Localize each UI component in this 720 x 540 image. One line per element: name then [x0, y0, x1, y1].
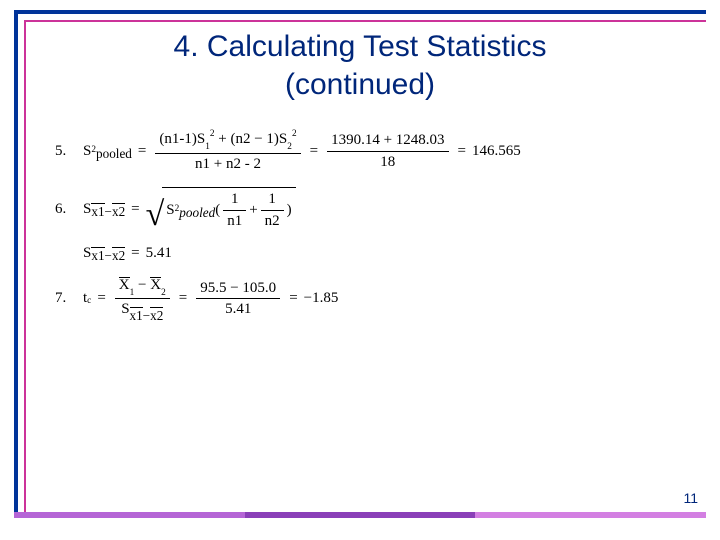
page-number: 11 — [683, 490, 698, 506]
title-line1: 4. Calculating Test Statistics — [174, 30, 547, 63]
equals: = — [289, 290, 297, 307]
equals: = — [458, 143, 466, 160]
eq6b-lhs: Sx1−x2 — [83, 245, 125, 262]
item-num-5: 5. — [55, 143, 83, 160]
eq6-sqrt: √ S2pooled ( 1 n1 + 1 n2 ) — [146, 187, 296, 231]
equals: = — [97, 290, 105, 307]
eq7-row: 7. tc = X1 − X2 Sx1−x2 = 95.5 − 105.0 5.… — [55, 276, 680, 322]
eq6-row: 6. Sx1−x2 = √ S2pooled ( 1 n1 + 1 n2 ) — [55, 187, 680, 231]
eq5-frac2: 1390.14 + 1248.03 18 — [327, 131, 448, 172]
eq5-lhs: S2pooled — [83, 143, 132, 160]
eq7-lhs: tc — [83, 290, 91, 307]
eq6-result: 5.41 — [146, 245, 172, 262]
item-num-6: 6. — [55, 201, 83, 218]
bottom-seg-3 — [475, 512, 706, 518]
title-line2: (continued) — [285, 68, 435, 101]
equals: = — [131, 245, 139, 262]
eq7-frac2: 95.5 − 105.0 5.41 — [196, 279, 280, 320]
eq5-row: 5. S2pooled = (n1-1)S12 + (n2 − 1)S22 n1… — [55, 130, 680, 173]
equals: = — [310, 143, 318, 160]
eq7-frac1: X1 − X2 Sx1−x2 — [115, 276, 170, 322]
eq7-result: −1.85 — [304, 290, 339, 307]
eq5-frac1: (n1-1)S12 + (n2 − 1)S22 n1 + n2 - 2 — [155, 130, 300, 173]
eq6-lhs: Sx1−x2 — [83, 201, 125, 218]
bottom-bar — [14, 512, 706, 518]
content-area: 5. S2pooled = (n1-1)S12 + (n2 − 1)S22 n1… — [55, 130, 680, 336]
eq5-result: 146.565 — [472, 143, 521, 160]
equals: = — [138, 143, 146, 160]
slide-title: 4. Calculating Test Statistics (continue… — [0, 28, 720, 103]
item-num-7: 7. — [55, 290, 83, 307]
eq6b-row: Sx1−x2 = 5.41 — [55, 245, 680, 262]
bottom-seg-2 — [245, 512, 476, 518]
accent-top — [24, 20, 706, 22]
equals: = — [179, 290, 187, 307]
bottom-seg-1 — [14, 512, 245, 518]
equals: = — [131, 201, 139, 218]
